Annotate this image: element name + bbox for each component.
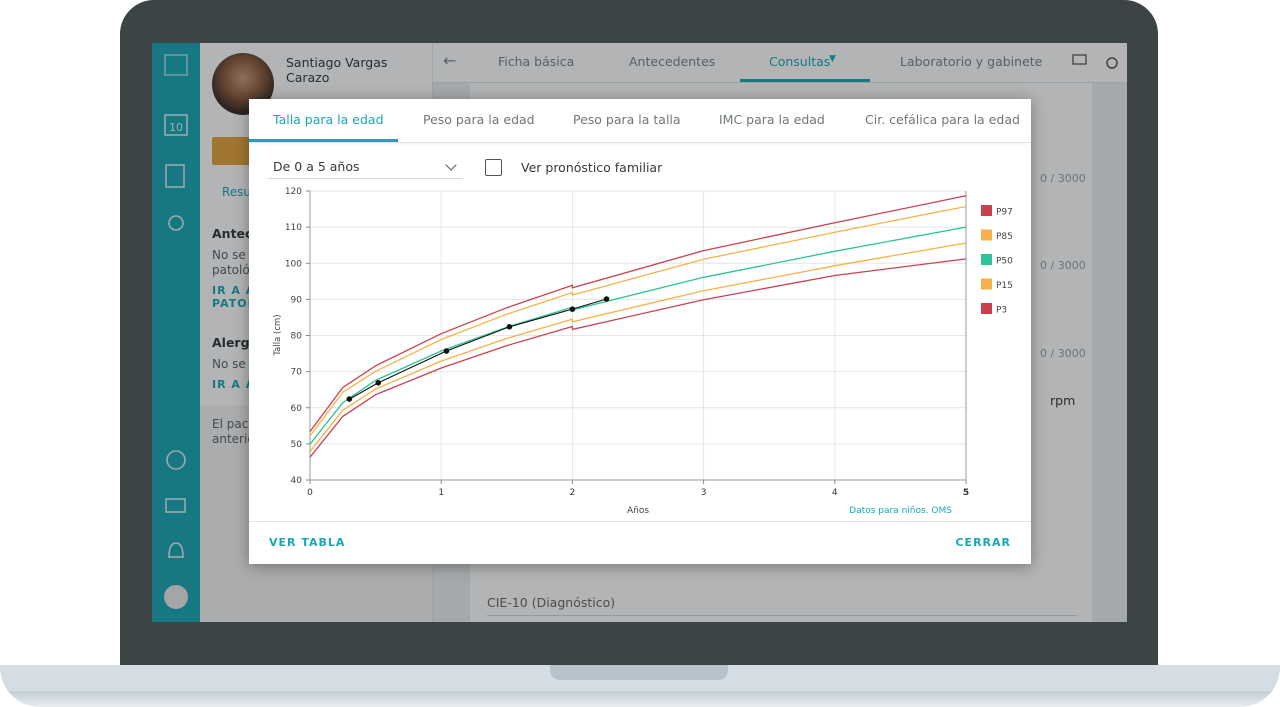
section-link[interactable]: PATOL xyxy=(212,297,256,310)
growth-chart: Talla (cm) Años Datos para niños. OMS 40… xyxy=(273,187,1013,516)
patient-point xyxy=(569,306,576,312)
patient-point xyxy=(443,348,450,354)
y-tick-label: 90 xyxy=(291,295,303,305)
legend-swatch xyxy=(981,205,992,216)
settings-icon[interactable] xyxy=(1106,57,1118,69)
y-tick-label: 110 xyxy=(285,223,302,233)
legend-label: P97 xyxy=(996,208,1013,218)
select-underline xyxy=(268,178,463,179)
footer-divider xyxy=(249,521,1031,522)
dropdown-caret[interactable]: ▼ xyxy=(829,54,836,64)
x-tick-label: 5 xyxy=(963,488,969,498)
user-avatar[interactable] xyxy=(164,585,188,609)
sidebar: 10 xyxy=(152,43,200,622)
patient-point xyxy=(375,380,382,386)
x-axis-label: Años xyxy=(627,506,649,516)
patient-point xyxy=(346,396,353,402)
char-counter: 0 / 3000 xyxy=(1040,172,1086,185)
section-title: Antec xyxy=(212,226,253,241)
source-note: Datos para niños. OMS xyxy=(849,506,952,516)
legend-swatch xyxy=(981,254,992,265)
legend-label: P85 xyxy=(996,232,1013,242)
range-select[interactable]: De 0 a 5 años xyxy=(273,159,360,174)
percentile-line xyxy=(309,258,967,458)
help-icon[interactable] xyxy=(166,450,186,470)
legend-label: P15 xyxy=(996,281,1013,291)
nav-tab[interactable]: Antecedentes xyxy=(629,54,716,69)
legend-swatch xyxy=(981,229,992,241)
tab-underline xyxy=(249,139,398,142)
doctor-icon[interactable] xyxy=(168,215,184,231)
nav-underline xyxy=(740,79,870,82)
x-tick-label: 2 xyxy=(570,488,576,498)
y-tick-label: 40 xyxy=(291,476,303,486)
section-text: No se xyxy=(212,357,246,371)
y-axis-label: Talla (cm) xyxy=(273,314,283,356)
legend-label: P3 xyxy=(996,306,1007,316)
patient-point xyxy=(603,296,610,302)
nav-tab[interactable]: Ficha básica xyxy=(498,54,575,69)
percentile-line xyxy=(309,195,967,432)
y-tick-label: 80 xyxy=(291,332,303,342)
x-tick-label: 3 xyxy=(701,488,707,498)
close-button[interactable]: CERRAR xyxy=(955,536,1011,549)
y-tick-label: 120 xyxy=(285,187,302,197)
y-tick-label: 70 xyxy=(291,368,303,378)
legend-swatch xyxy=(981,303,992,314)
patient-tab[interactable]: Resu xyxy=(222,185,252,199)
nav-tab[interactable]: Laboratorio y gabinete xyxy=(900,54,1043,69)
legend-swatch xyxy=(981,278,992,290)
y-tick-label: 100 xyxy=(285,259,302,269)
y-tick-label: 50 xyxy=(291,440,303,450)
char-counter: 0 / 3000 xyxy=(1040,259,1086,272)
home-icon[interactable] xyxy=(164,54,188,76)
unit-label: rpm xyxy=(1050,393,1076,408)
back-arrow[interactable]: ← xyxy=(443,51,457,70)
section-text: No se xyxy=(212,248,246,262)
bell-icon[interactable] xyxy=(168,542,184,558)
laptop-notch xyxy=(550,665,728,680)
sidebar-icons: 10 xyxy=(164,54,188,609)
percentile-line xyxy=(309,205,967,437)
modal-tab[interactable]: Cir. cefálica para la edad xyxy=(865,112,1020,127)
diagnosis-field[interactable]: CIE-10 (Diagnóstico) xyxy=(487,595,616,610)
x-tick-label: 1 xyxy=(438,488,444,498)
field-line xyxy=(487,615,1077,616)
print-icon[interactable] xyxy=(1072,54,1087,65)
checkbox-label[interactable]: Ver pronóstico familiar xyxy=(521,160,663,175)
modal-tab[interactable]: IMC para la edad xyxy=(719,112,825,127)
percentile-line xyxy=(309,226,967,445)
view-table-button[interactable]: VER TABLA xyxy=(269,536,346,549)
section-title: Alergi xyxy=(212,335,254,350)
y-tick-label: 60 xyxy=(291,404,303,414)
checkbox[interactable] xyxy=(485,159,502,176)
patient-line xyxy=(349,298,607,400)
x-tick-label: 0 xyxy=(307,488,313,498)
modal-tab[interactable]: Peso para la talla xyxy=(573,112,681,127)
section-link[interactable]: IR A A xyxy=(212,378,256,391)
nav-icons xyxy=(1072,54,1118,69)
mail-icon[interactable] xyxy=(165,498,186,513)
modal-tab[interactable]: Peso para la edad xyxy=(423,112,535,127)
patient-name: Santiago Vargas Carazo xyxy=(286,55,388,85)
calendar-day: 10 xyxy=(169,121,183,134)
x-tick-label: 4 xyxy=(832,488,838,498)
modal-tab-active[interactable]: Talla para la edad xyxy=(273,112,384,127)
patient-point xyxy=(506,324,513,330)
percentile-line xyxy=(309,242,967,452)
legend-label: P50 xyxy=(996,257,1013,267)
tabs-divider xyxy=(249,142,1031,143)
calendar-icon[interactable] xyxy=(164,114,188,136)
section-text: El paci xyxy=(212,417,252,431)
section-link[interactable]: IR A A xyxy=(212,284,256,297)
section-text: patoló xyxy=(212,263,250,277)
char-counter: 0 / 3000 xyxy=(1040,347,1086,360)
top-nav: ← Ficha básica Antecedentes Consultas ▼ … xyxy=(433,43,1127,83)
records-icon[interactable] xyxy=(165,164,185,188)
nav-tab-active[interactable]: Consultas xyxy=(769,54,831,69)
section-text: anterio xyxy=(212,432,255,446)
content-gutter xyxy=(1092,82,1127,622)
select-chevron[interactable] xyxy=(445,159,457,171)
